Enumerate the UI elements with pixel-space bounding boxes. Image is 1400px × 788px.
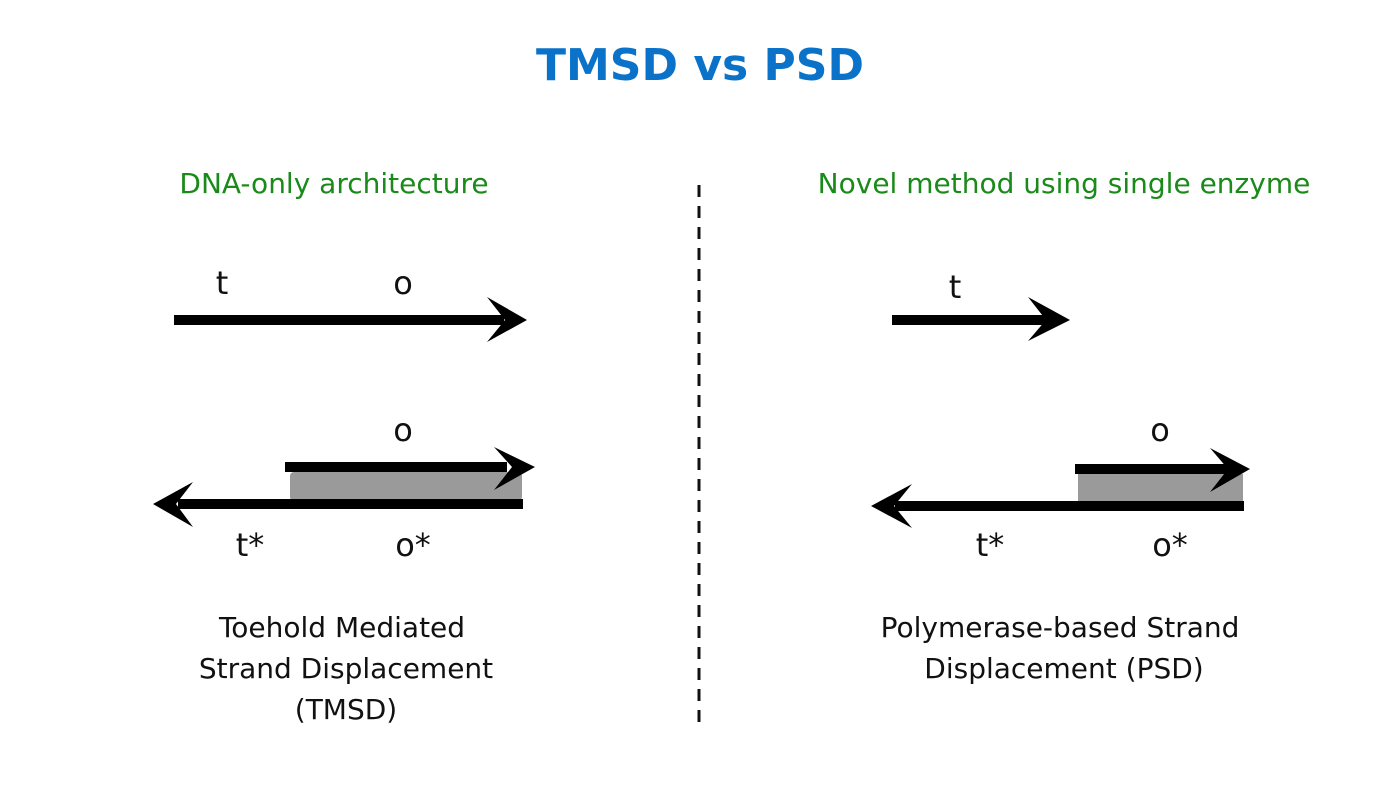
tmsd-caption-line: Strand Displacement <box>199 652 493 685</box>
psd-caption-line: Polymerase-based Strand <box>881 611 1240 644</box>
label-t: t <box>949 268 962 306</box>
page-title: TMSD vs PSD <box>536 40 864 91</box>
label-o-bound: o <box>393 411 413 449</box>
psd-panel: Novel method using single enzyme t o t* … <box>818 167 1311 685</box>
tmsd-subtitle: DNA-only architecture <box>179 167 488 200</box>
label-t: t <box>216 264 229 302</box>
incumbent-strand-arrow <box>1075 448 1250 492</box>
label-o: o <box>393 264 413 302</box>
primer-strand-arrow <box>892 297 1070 341</box>
duplex-region <box>1078 474 1243 502</box>
label-t-star: t* <box>976 526 1005 564</box>
label-o-star: o* <box>1152 526 1188 564</box>
tmsd-caption-line: (TMSD) <box>295 693 397 726</box>
template-strand-arrow <box>153 482 523 527</box>
label-t-star: t* <box>236 526 265 564</box>
invader-strand-arrow <box>174 297 527 342</box>
label-o-star: o* <box>395 526 431 564</box>
incumbent-strand-arrow <box>285 447 535 490</box>
tmsd-caption-line: Toehold Mediated <box>218 611 465 644</box>
duplex-region <box>290 472 522 501</box>
tmsd-panel: DNA-only architecture t o o t* o* Toehol… <box>153 167 535 726</box>
psd-caption-line: Displacement (PSD) <box>924 652 1203 685</box>
psd-subtitle: Novel method using single enzyme <box>818 167 1311 200</box>
template-strand-arrow <box>871 484 1244 528</box>
label-o-bound: o <box>1150 411 1170 449</box>
